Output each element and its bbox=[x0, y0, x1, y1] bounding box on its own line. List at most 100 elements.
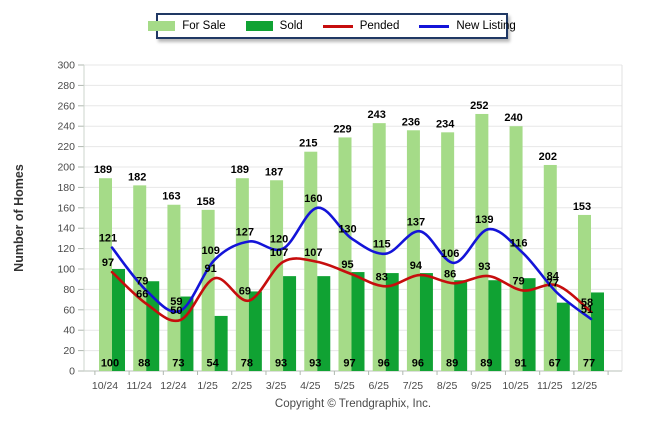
copyright-text: Copyright © Trendgraphix, Inc. bbox=[274, 398, 432, 410]
svg-text:100: 100 bbox=[57, 264, 75, 276]
svg-text:300: 300 bbox=[57, 60, 75, 72]
svg-text:93: 93 bbox=[478, 261, 490, 273]
svg-text:100: 100 bbox=[101, 358, 119, 370]
svg-text:202: 202 bbox=[539, 151, 557, 163]
svg-text:158: 158 bbox=[196, 196, 214, 208]
bar-sold bbox=[351, 272, 365, 371]
bar-for-sale bbox=[406, 130, 420, 371]
line-new-listing bbox=[110, 206, 593, 321]
svg-text:260: 260 bbox=[57, 100, 75, 112]
legend-label: Pended bbox=[359, 20, 400, 32]
svg-text:96: 96 bbox=[378, 358, 390, 370]
bar-sold bbox=[248, 291, 262, 371]
svg-text:9/25: 9/25 bbox=[471, 380, 492, 392]
svg-text:243: 243 bbox=[368, 109, 386, 121]
bar-sold bbox=[385, 273, 399, 371]
svg-text:12/25: 12/25 bbox=[571, 380, 597, 392]
svg-text:88: 88 bbox=[138, 358, 150, 370]
legend-item-sold: Sold bbox=[245, 20, 303, 32]
bar-sold bbox=[590, 292, 604, 371]
svg-text:130: 130 bbox=[338, 223, 356, 235]
svg-text:121: 121 bbox=[99, 233, 117, 245]
svg-text:8/25: 8/25 bbox=[437, 380, 458, 392]
svg-text:54: 54 bbox=[207, 358, 220, 370]
svg-text:182: 182 bbox=[128, 171, 146, 183]
bar-for-sale bbox=[167, 204, 181, 371]
svg-text:137: 137 bbox=[407, 216, 425, 228]
bar-sold bbox=[146, 281, 160, 371]
svg-text:11/25: 11/25 bbox=[537, 380, 563, 392]
svg-text:93: 93 bbox=[309, 358, 321, 370]
svg-text:220: 220 bbox=[57, 141, 75, 153]
svg-text:10/25: 10/25 bbox=[502, 380, 528, 392]
svg-text:79: 79 bbox=[512, 275, 524, 287]
svg-text:5/25: 5/25 bbox=[334, 380, 355, 392]
svg-text:106: 106 bbox=[441, 248, 459, 260]
svg-text:280: 280 bbox=[57, 80, 75, 92]
svg-text:97: 97 bbox=[343, 358, 355, 370]
svg-text:78: 78 bbox=[241, 358, 253, 370]
svg-text:89: 89 bbox=[446, 358, 458, 370]
legend-item-for-sale: For Sale bbox=[148, 20, 226, 32]
svg-text:180: 180 bbox=[57, 182, 75, 194]
bar-sold bbox=[214, 315, 228, 371]
bar-sold bbox=[454, 280, 468, 371]
svg-text:107: 107 bbox=[304, 247, 322, 259]
svg-text:200: 200 bbox=[57, 162, 75, 174]
bar-for-sale bbox=[338, 137, 352, 371]
for-sale-swatch-icon bbox=[148, 21, 176, 31]
bar-sold bbox=[522, 278, 536, 371]
svg-text:12/24: 12/24 bbox=[160, 380, 186, 392]
svg-text:140: 140 bbox=[57, 223, 75, 235]
bar-sold bbox=[419, 273, 433, 371]
bar-for-sale bbox=[99, 178, 112, 371]
svg-text:107: 107 bbox=[270, 247, 288, 259]
legend-label: For Sale bbox=[182, 20, 226, 32]
svg-text:252: 252 bbox=[470, 100, 488, 112]
legend-item-pended: Pended bbox=[322, 20, 400, 32]
svg-text:187: 187 bbox=[265, 166, 283, 178]
svg-text:84: 84 bbox=[547, 270, 560, 282]
bar-sold bbox=[556, 302, 570, 371]
svg-text:86: 86 bbox=[444, 268, 456, 280]
legend-label: Sold bbox=[279, 20, 303, 32]
svg-text:96: 96 bbox=[412, 358, 424, 370]
svg-text:236: 236 bbox=[402, 116, 420, 128]
svg-text:95: 95 bbox=[341, 259, 353, 271]
svg-text:127: 127 bbox=[236, 226, 254, 238]
chart-legend: For Sale Sold Pended New Listing bbox=[148, 13, 516, 39]
svg-text:51: 51 bbox=[581, 304, 593, 316]
svg-text:229: 229 bbox=[333, 123, 351, 135]
legend-item-new-listing: New Listing bbox=[419, 20, 516, 32]
svg-text:80: 80 bbox=[63, 284, 75, 296]
svg-text:0: 0 bbox=[69, 366, 75, 378]
bar-sold bbox=[488, 280, 502, 371]
svg-text:94: 94 bbox=[410, 260, 423, 272]
svg-text:11/24: 11/24 bbox=[126, 380, 152, 392]
svg-text:77: 77 bbox=[547, 277, 559, 289]
svg-text:69: 69 bbox=[239, 286, 251, 298]
svg-text:89: 89 bbox=[480, 358, 492, 370]
x-axis: 10/24 11/24 12/24 1/25 2/25 3/25 4/25 5/25 6/25 7… bbox=[92, 371, 609, 392]
line-series-new-listing bbox=[110, 206, 593, 321]
svg-text:160: 160 bbox=[57, 202, 75, 214]
svg-text:97: 97 bbox=[102, 257, 114, 269]
svg-text:1/25: 1/25 bbox=[197, 380, 218, 392]
bar-for-sale bbox=[372, 123, 386, 371]
svg-text:215: 215 bbox=[299, 138, 317, 150]
svg-text:3/25: 3/25 bbox=[266, 380, 287, 392]
bar-for-sale bbox=[270, 180, 284, 371]
bar-for-sale bbox=[201, 209, 215, 371]
svg-text:120: 120 bbox=[270, 234, 288, 246]
svg-text:240: 240 bbox=[57, 121, 75, 133]
svg-text:2/25: 2/25 bbox=[232, 380, 253, 392]
svg-text:67: 67 bbox=[549, 358, 561, 370]
svg-text:59: 59 bbox=[170, 296, 182, 308]
svg-text:115: 115 bbox=[373, 239, 391, 251]
svg-text:163: 163 bbox=[162, 191, 180, 203]
y-axis-tick-labels: 0 20 40 60 80 100 120 140 160 180 200 220 240 260 280 3… bbox=[57, 60, 75, 378]
bar-for-sale bbox=[441, 132, 455, 371]
svg-text:91: 91 bbox=[514, 358, 526, 370]
svg-text:66: 66 bbox=[136, 289, 148, 301]
